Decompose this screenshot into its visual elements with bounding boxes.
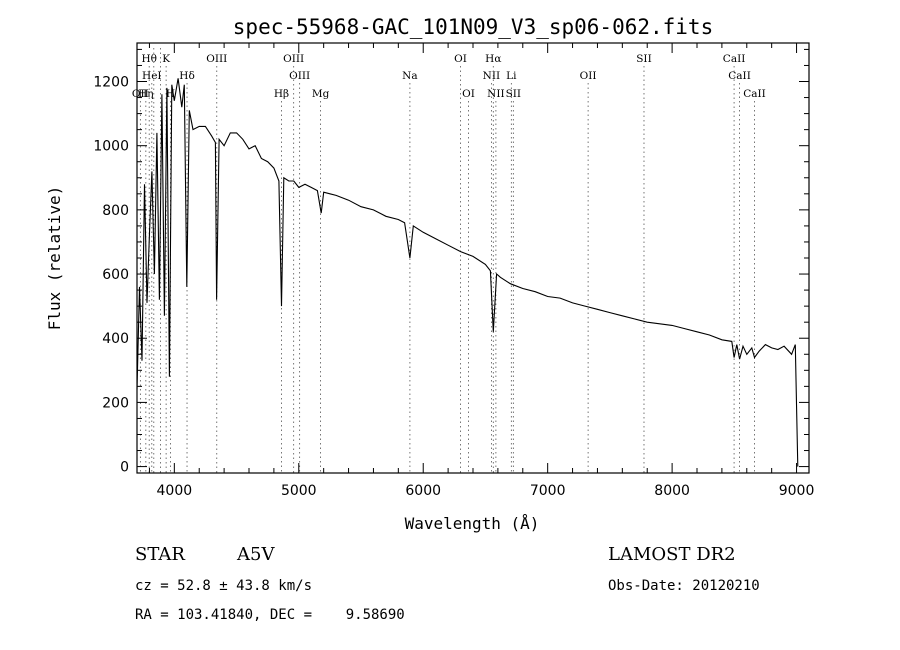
line-marker-label: Hδ xyxy=(179,70,194,82)
observation-date: Obs-Date: 20120210 xyxy=(608,578,760,594)
line-marker-label: CaII xyxy=(728,70,751,82)
y-axis-ticks: 0 200 400 600 800 1000 1200 xyxy=(93,48,809,476)
x-tick-label: 6000 xyxy=(405,483,441,499)
line-marker-label: CaII xyxy=(723,53,746,65)
line-marker-label: OII xyxy=(132,88,149,100)
plot-frame xyxy=(136,42,810,474)
line-marker-label: NII xyxy=(483,70,500,82)
line-marker-label: OIII xyxy=(206,53,227,65)
line-marker-label: Li xyxy=(506,70,517,82)
object-subclass: A5V xyxy=(236,544,275,565)
x-tick-label: 7000 xyxy=(530,483,566,499)
line-marker-label: CaII xyxy=(743,88,766,100)
line-marker-label: OII xyxy=(580,70,597,82)
x-tick-label: 4000 xyxy=(157,483,193,499)
y-tick-label: 800 xyxy=(102,203,129,219)
line-marker-label: K xyxy=(162,53,170,65)
line-marker-label: Hη xyxy=(138,88,153,100)
object-class: STAR xyxy=(135,544,185,565)
survey-name: LAMOST DR2 xyxy=(608,544,736,565)
emission-line-markers: OIIHηHθHeIKHHδOIIIHβOIIIOIIIMgNaOIOINIIH… xyxy=(132,48,766,473)
line-marker-label: OIII xyxy=(283,53,304,65)
line-marker-label: Hα xyxy=(485,53,501,65)
x-tick-label: 8000 xyxy=(654,483,690,499)
y-tick-label: 200 xyxy=(102,395,129,411)
y-tick-label: 400 xyxy=(102,331,129,347)
y-tick-label: 600 xyxy=(102,267,129,283)
velocity-info: cz = 52.8 ± 43.8 km/s xyxy=(135,578,312,594)
x-axis-ticks: 4000 5000 6000 7000 8000 9000 xyxy=(148,43,815,499)
chart-title: spec-55968-GAC_101N09_V3_sp06-062.fits xyxy=(233,15,713,39)
line-marker-label: Hβ xyxy=(274,88,289,100)
line-marker-label: OI xyxy=(454,53,467,65)
line-marker-label: OI xyxy=(462,88,475,100)
spectrum-line xyxy=(136,78,799,467)
line-marker-label: H xyxy=(166,88,175,100)
line-marker-label: Hθ xyxy=(141,53,156,65)
y-tick-label: 1200 xyxy=(93,75,129,91)
line-marker-label: NII xyxy=(487,88,504,100)
x-tick-label: 5000 xyxy=(281,483,317,499)
x-tick-label: 9000 xyxy=(779,483,815,499)
line-marker-label: SII xyxy=(506,88,522,100)
y-tick-label: 1000 xyxy=(93,139,129,155)
y-axis-label: Flux (relative) xyxy=(45,186,64,331)
line-marker-label: Na xyxy=(402,70,417,82)
y-tick-label: 0 xyxy=(120,460,129,476)
x-axis-label: Wavelength (Å) xyxy=(405,514,540,533)
coordinates-info: RA = 103.41840, DEC = 9.58690 xyxy=(135,607,405,623)
line-marker-label: SII xyxy=(636,53,652,65)
line-marker-label: HeI xyxy=(142,70,162,82)
line-marker-label: Mg xyxy=(312,88,330,100)
line-marker-label: OIII xyxy=(289,70,310,82)
